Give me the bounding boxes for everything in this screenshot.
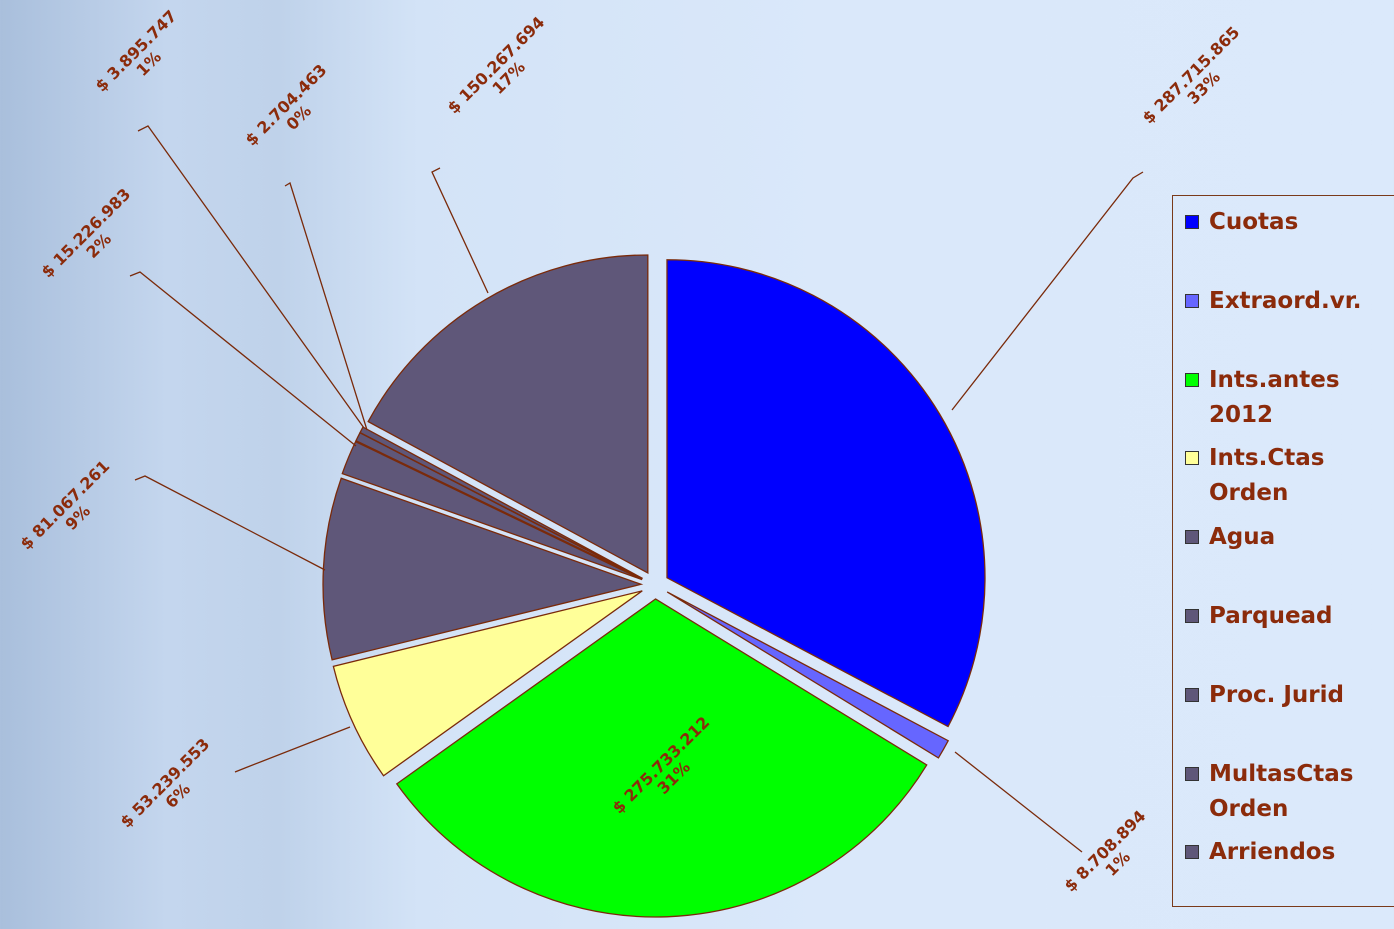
leader-line: [954, 751, 1083, 853]
pie-slice: [341, 440, 643, 581]
legend-label: Extraord.vr.: [1209, 287, 1362, 314]
legend-swatch: [1185, 687, 1199, 702]
leader-line: [234, 726, 351, 773]
legend-item: Arriendos: [1185, 835, 1389, 870]
leader-line: [129, 271, 357, 447]
legend-item: Ints.antes 2012: [1185, 363, 1389, 433]
legend-item: MultasCtas Orden: [1185, 757, 1389, 827]
legend-swatch: [1185, 530, 1199, 545]
legend-item: Extraord.vr.: [1185, 284, 1389, 319]
legend-item: Cuotas: [1185, 205, 1389, 240]
legend-label: Ints.antes 2012: [1209, 366, 1340, 428]
legend-item: Agua: [1185, 520, 1389, 555]
legend-item: Ints.Ctas Orden: [1185, 441, 1389, 511]
legend-label: Ints.Ctas Orden: [1209, 445, 1325, 507]
pie-slice: [367, 254, 649, 575]
legend-item: Parquead: [1185, 599, 1389, 634]
leader-line: [134, 475, 326, 571]
legend-label: Parquead: [1209, 603, 1333, 629]
legend-swatch: [1185, 293, 1199, 308]
legend-item: Proc. Jurid: [1185, 678, 1389, 713]
value-label: $ 15.226.983: [38, 185, 135, 282]
legend-label: MultasCtas Orden: [1209, 760, 1354, 822]
value-label: $ 8.708.894: [1060, 806, 1149, 895]
legend-swatch: [1185, 609, 1199, 623]
legend-label: Agua: [1209, 524, 1276, 551]
leader-line: [137, 125, 365, 429]
value-label: $ 287.715.865: [1139, 23, 1244, 128]
value-label: $ 3.895.747: [91, 6, 180, 95]
legend-swatch: [1185, 766, 1199, 781]
value-label: $ 53.239.553: [117, 735, 214, 832]
pie-slice: [332, 590, 643, 777]
legend-swatch: [1185, 215, 1199, 229]
value-label: $ 150.267.694: [444, 13, 549, 118]
pie-slice: [395, 598, 928, 918]
value-label: $ 81.067.261: [17, 457, 114, 554]
leader-line: [431, 167, 489, 294]
value-label: $ 2.704.463: [241, 60, 330, 149]
leader-line: [951, 171, 1144, 411]
legend-swatch: [1185, 845, 1199, 860]
pie-slice: [359, 426, 643, 580]
pie-slice: [666, 259, 986, 728]
legend-label: Arriendos: [1209, 839, 1336, 866]
legend-swatch: [1185, 451, 1199, 466]
legend-swatch: [1185, 372, 1199, 387]
legend: Cuotas Extraord.vr. Ints.antes 2012 Ints.Ct…: [1172, 195, 1394, 907]
pie-slice: [666, 591, 950, 759]
pie-slice: [322, 477, 644, 661]
leader-line: [284, 182, 368, 431]
legend-label: Proc. Jurid: [1209, 681, 1345, 708]
legend-label: Cuotas: [1209, 209, 1299, 235]
